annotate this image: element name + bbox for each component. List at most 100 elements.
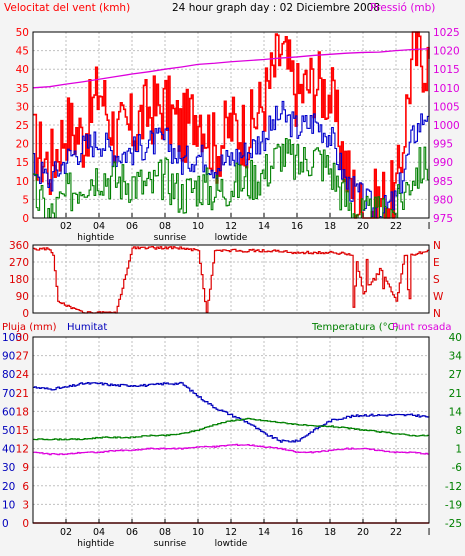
p1-right-tick-label: 980 <box>433 194 453 206</box>
p3-temperature-tick-label: -19 <box>445 499 462 511</box>
p3-rain-tick-label: 3 <box>22 499 29 511</box>
temperature-label: Temperatura (°C) <box>311 322 399 333</box>
p3-event-label: hightide <box>77 539 114 549</box>
p1-frame <box>32 31 430 219</box>
p1-x-tick-label: 20 <box>357 221 369 232</box>
p3-humidity-tick-label: 70 <box>2 388 15 400</box>
p3-x-tick-label: 04 <box>93 527 105 538</box>
p3-humidity-tick-label: 90 <box>2 351 15 363</box>
p3-humidity-tick-label: 100 <box>2 332 22 344</box>
pressure-line <box>32 48 430 89</box>
p3-x-tick-label: 16 <box>291 527 303 538</box>
p3-x-tick-label: I <box>428 527 431 538</box>
p3-temperature-tick-label: -12 <box>445 481 462 493</box>
p3-x-tick-label: 14 <box>258 527 270 538</box>
p1-x-tick-label: 08 <box>159 221 171 232</box>
p3-event-label: sunrise <box>154 539 187 549</box>
p3-humidity-tick-label: 0 <box>2 518 9 530</box>
p3-temperature-tick-label: -6 <box>452 462 463 474</box>
p2-left-tick-label: 0 <box>22 308 29 320</box>
p1-left-tick-label: 10 <box>16 176 29 188</box>
p2-compass-label: N <box>433 308 441 320</box>
temperature-line <box>33 417 430 441</box>
p3-humidity-tick-label: 40 <box>2 444 15 456</box>
p3-temperature-tick-label: -25 <box>445 518 462 530</box>
p3-temperature-tick-label: 1 <box>455 444 462 456</box>
p3-humidity-tick-label: 10 <box>2 499 15 511</box>
p1-right-tick-label: 1020 <box>433 46 460 58</box>
p3-humidity-tick-label: 60 <box>2 406 15 418</box>
wind-pressure-panel: 0510152025303540455097598098599099510001… <box>16 27 460 243</box>
p3-x-tick-label: 08 <box>159 527 171 538</box>
p2-frame <box>32 244 430 314</box>
p1-x-tick-label: 04 <box>93 221 105 232</box>
p3-humidity-tick-label: 30 <box>2 462 15 474</box>
p1-right-tick-label: 1010 <box>433 83 460 95</box>
rain-label: Pluja (mm) <box>2 322 57 333</box>
p3-x-tick-label: 10 <box>192 527 204 538</box>
wind-speed-label: Velocitat del vent (kmh) <box>4 2 130 14</box>
p1-x-tick-label: 22 <box>390 221 402 232</box>
p1-x-tick-label: 14 <box>258 221 270 232</box>
p2-left-tick-label: 270 <box>9 257 29 269</box>
p3-rain-tick-label: 21 <box>16 388 29 400</box>
p1-left-tick-label: 30 <box>16 101 29 113</box>
p1-x-tick-label: 02 <box>60 221 72 232</box>
p3-temperature-tick-label: 27 <box>449 369 462 381</box>
p3-rain-tick-label: 24 <box>16 369 30 381</box>
p2-left-tick-label: 90 <box>16 291 29 303</box>
pressure-label: Pressió (mb) <box>370 2 435 14</box>
p3-event-label: lowtide <box>215 539 248 549</box>
p3-temperature-tick-label: 34 <box>449 351 463 363</box>
p1-left-tick-label: 40 <box>16 64 29 76</box>
p1-left-tick-label: 15 <box>16 157 29 169</box>
p3-temperature-tick-label: 14 <box>449 406 463 418</box>
p2-compass-label: N <box>433 240 441 252</box>
p3-temperature-tick-label: 40 <box>449 332 462 344</box>
p3-rain-tick-label: 9 <box>22 462 29 474</box>
graph-title: 24 hour graph day : 02 Diciembre 2008 <box>172 2 380 14</box>
p3-x-tick-label: 06 <box>126 527 138 538</box>
humidity-label: Humitat <box>67 322 107 333</box>
p1-right-tick-label: 1015 <box>433 64 460 76</box>
p1-right-tick-label: 1005 <box>433 101 460 113</box>
p3-x-tick-label: 18 <box>324 527 336 538</box>
p1-right-tick-label: 995 <box>433 139 453 151</box>
p1-right-tick-label: 990 <box>433 157 453 169</box>
p2-compass-label: E <box>433 257 440 269</box>
humidity-line <box>33 381 430 443</box>
dewpoint-line <box>33 443 430 456</box>
p1-left-tick-label: 35 <box>16 83 29 95</box>
p3-temperature-tick-label: 21 <box>449 388 462 400</box>
p2-left-tick-label: 180 <box>9 274 29 286</box>
p3-x-tick-label: 12 <box>225 527 237 538</box>
p2-compass-label: W <box>433 291 444 303</box>
p1-left-tick-label: 5 <box>22 194 29 206</box>
p1-event-label: sunrise <box>154 233 187 243</box>
p1-right-tick-label: 1000 <box>433 120 460 132</box>
p1-left-tick-label: 0 <box>22 213 29 225</box>
p3-rain-tick-label: 0 <box>22 518 29 530</box>
p3-rain-tick-label: 12 <box>16 444 29 456</box>
p3-rain-tick-label: 18 <box>16 406 29 418</box>
p1-event-label: hightide <box>77 233 114 243</box>
p3-rain-tick-label: 15 <box>16 425 29 437</box>
p3-humidity-tick-label: 80 <box>2 369 15 381</box>
p3-rain-tick-label: 27 <box>16 351 29 363</box>
p1-x-tick-label: 12 <box>225 221 237 232</box>
p3-x-tick-label: 22 <box>390 527 402 538</box>
p1-left-tick-label: 50 <box>16 27 29 39</box>
p1-right-tick-label: 985 <box>433 176 453 188</box>
p1-left-tick-label: 25 <box>16 120 29 132</box>
p3-humidity-tick-label: 50 <box>2 425 15 437</box>
p3-x-tick-label: 02 <box>60 527 72 538</box>
p2-compass-label: S <box>433 274 440 286</box>
p3-rain-tick-label: 6 <box>22 481 29 493</box>
p1-event-label: lowtide <box>215 233 248 243</box>
p1-x-tick-label: 10 <box>192 221 204 232</box>
p3-rain-tick-label: 30 <box>16 332 29 344</box>
p1-right-tick-label: 975 <box>433 213 453 225</box>
